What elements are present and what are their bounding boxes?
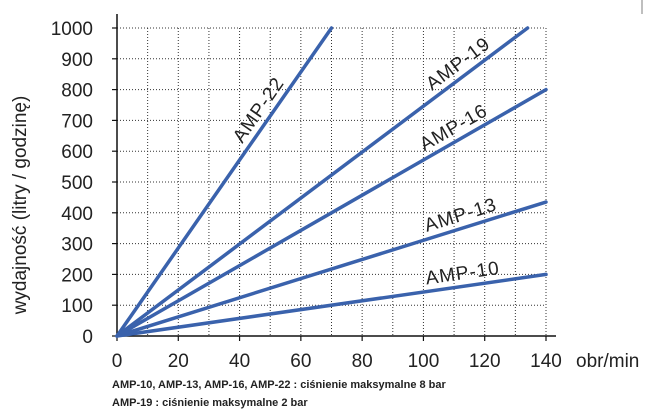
x-tick-label-0: 0: [112, 351, 123, 372]
x-tick-label-100: 100: [408, 351, 440, 372]
x-tick-label-80: 80: [352, 351, 373, 372]
x-tick-label-40: 40: [229, 351, 250, 372]
y-tick-label-600: 600: [61, 142, 93, 163]
y-tick-labels: 0 100 200 300 400 500 600 700 800 900 1000: [51, 19, 117, 348]
x-tick-label-140: 140: [530, 351, 562, 372]
y-tick-label-300: 300: [61, 235, 93, 256]
x-axis-label: obr/min: [576, 351, 639, 372]
series-line-amp-16: [115, 87, 548, 338]
y-tick-label-400: 400: [61, 204, 93, 225]
x-tick-label-120: 120: [469, 351, 501, 372]
y-tick-label-800: 800: [61, 81, 93, 102]
axes: [116, 14, 556, 337]
series-label-amp-22: AMP-22: [229, 74, 289, 147]
grid: [117, 27, 547, 336]
series-line-amp-13: [115, 200, 548, 338]
x-tick-label-20: 20: [168, 351, 189, 372]
y-tick-label-200: 200: [61, 265, 93, 286]
series-line-amp-10: [115, 272, 548, 338]
edge-divider: [641, 0, 643, 14]
y-tick-label-100: 100: [61, 296, 93, 317]
x-tick-labels: 0 20 40 60 80 100 120 140: [112, 336, 562, 372]
series-label-amp-19: AMP-19: [422, 33, 494, 95]
series-line-amp-19: [115, 26, 530, 338]
y-tick-label-700: 700: [61, 111, 93, 132]
series-line-amp-22: [115, 26, 334, 338]
x-tick-label-60: 60: [290, 351, 311, 372]
pressure-note-2bar: AMP-19 : ciśnienie maksymalne 2 bar: [112, 397, 308, 409]
series-lines: [115, 26, 548, 338]
y-tick-label-500: 500: [61, 173, 93, 194]
y-tick-label-0: 0: [82, 327, 93, 348]
y-tick-label-900: 900: [61, 50, 93, 71]
pressure-note-8bar: AMP-10, AMP-13, AMP-16, AMP-22 : ciśnien…: [112, 379, 446, 391]
y-tick-label-1000: 1000: [51, 19, 93, 40]
y-axis-label: wydajność (litry / godzinę): [10, 96, 31, 316]
